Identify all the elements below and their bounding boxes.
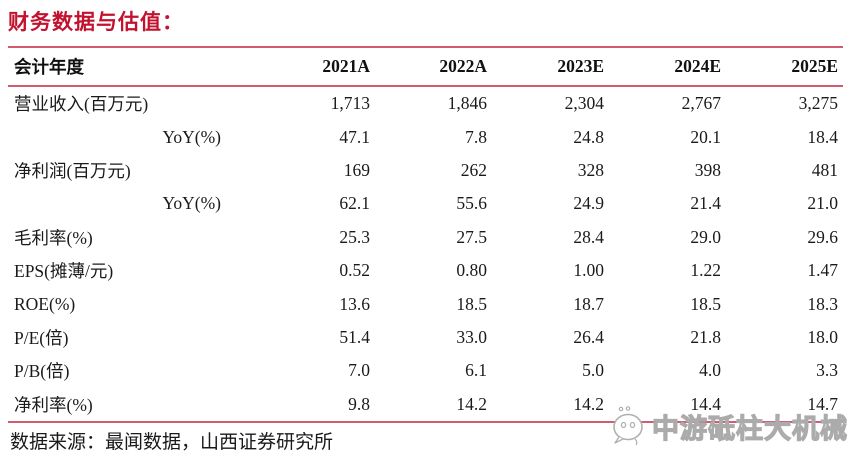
cell-value: 21.0 bbox=[807, 193, 838, 214]
table-bottom-rule bbox=[8, 420, 843, 423]
cell-value: 2,304 bbox=[564, 93, 604, 114]
row-label-pe: P/E(倍) bbox=[14, 327, 69, 348]
wechat-icon bbox=[613, 406, 643, 446]
row-label-net-profit: 净利润(百万元) bbox=[14, 160, 131, 181]
table-row: YoY(%) 62.1 55.6 24.9 21.4 21.0 bbox=[8, 187, 843, 220]
cell-value: 6.1 bbox=[465, 360, 487, 381]
table-top-rule bbox=[8, 46, 843, 48]
cell-value: 18.7 bbox=[573, 293, 604, 314]
column-header-year: 2021A bbox=[322, 56, 370, 76]
page-title: 财务数据与估值： bbox=[8, 11, 184, 34]
cell-value: 29.0 bbox=[690, 226, 721, 247]
cell-value: 14.2 bbox=[573, 393, 604, 414]
cell-value: 7.8 bbox=[465, 126, 487, 147]
cell-value: 1.00 bbox=[573, 260, 604, 281]
table-row: 营业收入(百万元) 1,713 1,846 2,304 2,767 3,275 bbox=[8, 87, 843, 120]
cell-value: 14.4 bbox=[690, 393, 721, 414]
cell-value: 0.80 bbox=[456, 260, 487, 281]
cell-value: 3,275 bbox=[798, 93, 838, 114]
cell-value: 18.5 bbox=[456, 293, 487, 314]
table-row: 毛利率(%) 25.3 27.5 28.4 29.0 29.6 bbox=[8, 221, 843, 254]
cell-value: 169 bbox=[343, 159, 370, 180]
row-label-revenue-yoy: YoY(%) bbox=[162, 126, 221, 147]
cell-value: 14.2 bbox=[456, 393, 487, 414]
cell-value: 33.0 bbox=[456, 326, 487, 347]
table-row: P/B(倍) 7.0 6.1 5.0 4.0 3.3 bbox=[8, 354, 843, 387]
column-header-year: 2024E bbox=[674, 56, 721, 76]
cell-value: 24.9 bbox=[573, 193, 604, 214]
cell-value: 28.4 bbox=[573, 226, 604, 247]
cell-value: 5.0 bbox=[582, 360, 604, 381]
cell-value: 1,846 bbox=[447, 93, 487, 114]
row-label-eps: EPS(摊薄/元) bbox=[14, 261, 114, 282]
table-row: P/E(倍) 51.4 33.0 26.4 21.8 18.0 bbox=[8, 321, 843, 354]
cell-value: 14.7 bbox=[807, 393, 838, 414]
cell-value: 3.3 bbox=[816, 360, 838, 381]
column-header-year: 2022A bbox=[439, 56, 487, 76]
cell-value: 18.3 bbox=[807, 293, 838, 314]
column-header-year: 2023E bbox=[557, 56, 604, 76]
cell-value: 481 bbox=[811, 159, 838, 180]
cell-value: 13.6 bbox=[339, 293, 370, 314]
cell-value: 262 bbox=[460, 159, 487, 180]
row-label-pb: P/B(倍) bbox=[14, 361, 70, 382]
cell-value: 1.47 bbox=[807, 260, 838, 281]
table-row: 净利率(%) 9.8 14.2 14.2 14.4 14.7 bbox=[8, 388, 843, 421]
cell-value: 398 bbox=[694, 159, 721, 180]
cell-value: 47.1 bbox=[339, 126, 370, 147]
cell-value: 1,713 bbox=[330, 93, 370, 114]
cell-value: 27.5 bbox=[456, 226, 487, 247]
cell-value: 25.3 bbox=[339, 226, 370, 247]
cell-value: 62.1 bbox=[339, 193, 370, 214]
table-header-rule bbox=[8, 85, 843, 87]
column-header-year: 2025E bbox=[791, 56, 838, 76]
column-header-fiscal-year: 会计年度 bbox=[14, 57, 84, 77]
cell-value: 51.4 bbox=[339, 326, 370, 347]
cell-value: 21.8 bbox=[690, 326, 721, 347]
row-label-gross-margin: 毛利率(%) bbox=[14, 227, 93, 248]
cell-value: 4.0 bbox=[699, 360, 721, 381]
row-label-net-profit-yoy: YoY(%) bbox=[162, 193, 221, 214]
financial-table: 会计年度 2021A 2022A 2023E 2024E 2025E 营业收入(… bbox=[8, 46, 843, 423]
table-row: 净利润(百万元) 169 262 328 398 481 bbox=[8, 154, 843, 187]
cell-value: 1.22 bbox=[690, 260, 721, 281]
table-row: EPS(摊薄/元) 0.52 0.80 1.00 1.22 1.47 bbox=[8, 254, 843, 287]
watermark-text: 中游砥柱大机械 bbox=[651, 413, 848, 444]
table-header-row: 会计年度 2021A 2022A 2023E 2024E 2025E bbox=[8, 48, 843, 85]
cell-value: 7.0 bbox=[348, 360, 370, 381]
cell-value: 18.5 bbox=[690, 293, 721, 314]
watermark: 中游砥柱大机械 bbox=[609, 405, 848, 447]
cell-value: 9.8 bbox=[348, 393, 370, 414]
row-label-roe: ROE(%) bbox=[14, 293, 76, 314]
row-label-revenue: 营业收入(百万元) bbox=[14, 94, 149, 115]
cell-value: 24.8 bbox=[573, 126, 604, 147]
cell-value: 21.4 bbox=[690, 193, 721, 214]
cell-value: 29.6 bbox=[807, 226, 838, 247]
cell-value: 2,767 bbox=[681, 93, 721, 114]
cell-value: 328 bbox=[577, 159, 604, 180]
table-row: YoY(%) 47.1 7.8 24.8 20.1 18.4 bbox=[8, 120, 843, 153]
cell-value: 55.6 bbox=[456, 193, 487, 214]
cell-value: 0.52 bbox=[339, 260, 370, 281]
cell-value: 18.0 bbox=[807, 326, 838, 347]
cell-value: 18.4 bbox=[807, 126, 838, 147]
data-source-note: 数据来源：最闻数据，山西证券研究所 bbox=[10, 432, 334, 453]
cell-value: 20.1 bbox=[690, 126, 721, 147]
cell-value: 26.4 bbox=[573, 326, 604, 347]
row-label-net-margin: 净利率(%) bbox=[14, 394, 93, 415]
table-row: ROE(%) 13.6 18.5 18.7 18.5 18.3 bbox=[8, 287, 843, 320]
